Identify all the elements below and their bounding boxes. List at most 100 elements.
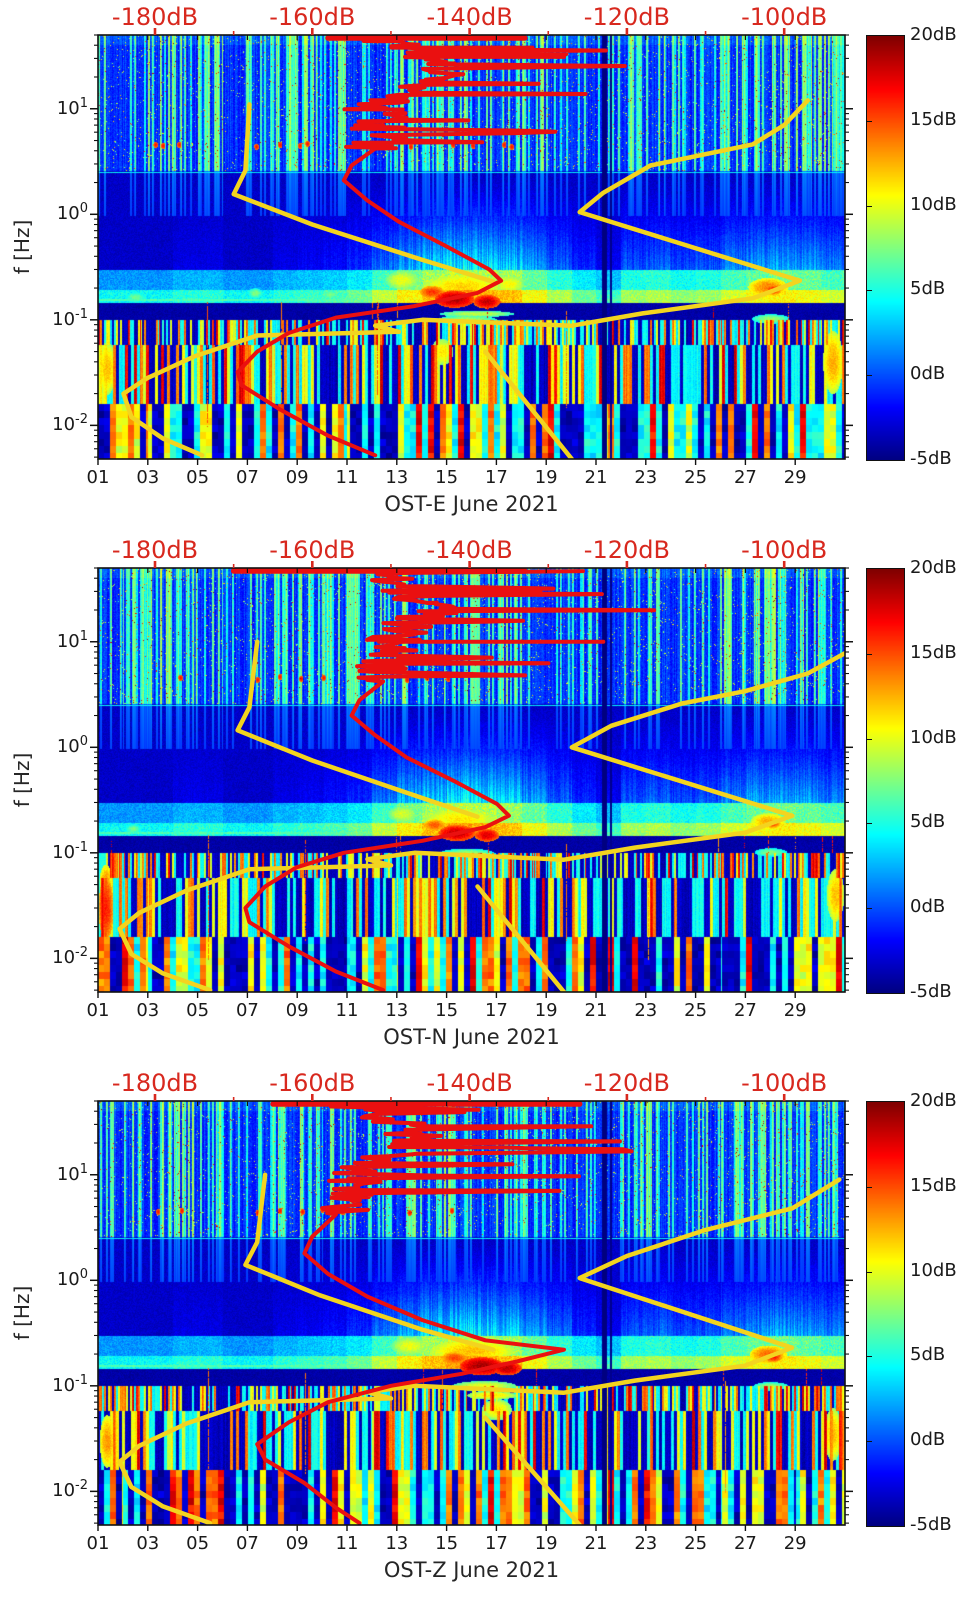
colorbar-tick-label: 15dB bbox=[910, 1174, 957, 1196]
plot-border bbox=[97, 567, 846, 993]
x-axis-tick-label: 29 bbox=[783, 1533, 807, 1554]
top-db-axis-label: -100dB bbox=[741, 1069, 828, 1097]
noise-curve-overlay bbox=[117, 568, 845, 992]
top-db-axis-label: -120dB bbox=[583, 536, 670, 564]
colorbar-tick bbox=[867, 375, 872, 376]
y-axis-tick-label: 101 bbox=[56, 1161, 88, 1185]
y-axis-label: f [Hz] bbox=[10, 219, 34, 275]
x-axis-tick-label: 01 bbox=[86, 1000, 110, 1021]
y-axis-tick-label: 10-1 bbox=[52, 306, 88, 330]
axes-frame bbox=[90, 561, 853, 998]
x-axis-tick-label: 27 bbox=[733, 467, 757, 488]
colorbar-tick-label: -5dB bbox=[910, 1514, 952, 1535]
y-axis-label: f [Hz] bbox=[10, 1285, 34, 1341]
y-axis-tick-label: 100 bbox=[56, 734, 88, 758]
yellow-psd-curve-branch bbox=[475, 884, 567, 992]
x-axis-tick-label: 29 bbox=[783, 1000, 807, 1021]
yellow-psd-curve bbox=[117, 650, 845, 992]
x-axis-tick-label: 03 bbox=[136, 1533, 160, 1554]
colorbar-tick bbox=[867, 739, 872, 740]
yellow-psd-curve-secondary bbox=[235, 639, 480, 819]
y-axis-tick-label: 10-2 bbox=[52, 1478, 88, 1502]
colorbar-tick bbox=[867, 1441, 872, 1442]
x-axis-tick-label: 13 bbox=[385, 467, 409, 488]
x-axis-tick-label: 09 bbox=[285, 467, 309, 488]
colorbar-tick-label: 0dB bbox=[910, 896, 946, 918]
red-psd-curve bbox=[235, 36, 627, 458]
y-axis-tick-label: 101 bbox=[56, 95, 88, 119]
yellow-psd-curve-branch bbox=[483, 349, 575, 459]
colorbar-gradient bbox=[867, 569, 904, 993]
panel-title-ost-z: OST-Z June 2021 bbox=[383, 1558, 560, 1582]
colorbar-tick-label: 10dB bbox=[910, 726, 957, 748]
x-axis-tick-label: 13 bbox=[385, 1533, 409, 1554]
x-axis-tick-label: 17 bbox=[484, 1533, 508, 1554]
y-axis-tick-label: 10-2 bbox=[52, 945, 88, 969]
plot-border bbox=[97, 1100, 846, 1526]
x-axis-tick-label: 09 bbox=[285, 1533, 309, 1554]
colorbar-tick-label: 5dB bbox=[910, 278, 946, 300]
x-axis-tick-label: 13 bbox=[385, 1000, 409, 1021]
x-axis-tick-label: 21 bbox=[584, 1000, 608, 1021]
y-axis-tick-label: 101 bbox=[56, 628, 88, 652]
x-axis-tick-label: 27 bbox=[733, 1533, 757, 1554]
x-axis-tick-label: 25 bbox=[684, 1000, 708, 1021]
colorbar-tick bbox=[867, 1187, 872, 1188]
x-axis-tick-label: 23 bbox=[634, 1533, 658, 1554]
colorbar bbox=[866, 1101, 905, 1527]
x-axis-tick-label: 05 bbox=[186, 467, 210, 488]
x-axis-tick-label: 19 bbox=[534, 467, 558, 488]
colorbar bbox=[866, 568, 905, 994]
colorbar-tick bbox=[867, 121, 872, 122]
y-axis-label: f [Hz] bbox=[10, 752, 34, 808]
colorbar-tick bbox=[867, 1356, 872, 1357]
top-db-axis-label: -180dB bbox=[111, 3, 199, 31]
noise-curve-overlay bbox=[117, 1101, 842, 1525]
y-axis-tick-label: 100 bbox=[56, 201, 88, 225]
colorbar-tick-label: 10dB bbox=[910, 1259, 957, 1281]
x-axis-tick-label: 03 bbox=[136, 467, 160, 488]
colorbar bbox=[866, 35, 905, 461]
colorbar-tick-label: 5dB bbox=[910, 811, 946, 833]
x-axis-tick-label: 17 bbox=[484, 467, 508, 488]
y-axis-tick-label: 10-1 bbox=[52, 839, 88, 863]
x-axis-tick-label: 01 bbox=[86, 467, 110, 488]
panel-title-ost-e: OST-E June 2021 bbox=[384, 492, 559, 516]
colorbar-tick bbox=[867, 908, 872, 909]
colorbar-tick bbox=[867, 654, 872, 655]
x-axis-tick-label: 03 bbox=[136, 1000, 160, 1021]
plot-border bbox=[97, 34, 846, 460]
x-axis-tick-label: 07 bbox=[235, 1533, 259, 1554]
panel-title-ost-n: OST-N June 2021 bbox=[383, 1025, 560, 1049]
colorbar-tick bbox=[867, 206, 872, 207]
colorbar-tick-label: 15dB bbox=[910, 108, 957, 130]
x-axis-tick-label: 23 bbox=[634, 1000, 658, 1021]
y-axis-tick-label: 10-2 bbox=[52, 412, 88, 436]
x-axis-tick-label: 15 bbox=[435, 467, 459, 488]
x-axis-tick-label: 09 bbox=[285, 1000, 309, 1021]
x-axis-tick-label: 15 bbox=[435, 1533, 459, 1554]
x-axis-tick-label: 25 bbox=[684, 467, 708, 488]
x-axis-tick-label: 27 bbox=[733, 1000, 757, 1021]
x-axis-tick-label: 11 bbox=[335, 467, 359, 488]
x-axis-tick-label: 11 bbox=[335, 1533, 359, 1554]
x-axis-tick-label: 19 bbox=[534, 1000, 558, 1021]
top-db-axis-label: -180dB bbox=[111, 1069, 199, 1097]
top-db-axis-label: -120dB bbox=[583, 3, 670, 31]
spectrogram-canvas bbox=[98, 1101, 845, 1525]
x-axis-tick-label: 17 bbox=[484, 1000, 508, 1021]
colorbar-tick-label: 20dB bbox=[910, 24, 957, 45]
x-axis-tick-label: 07 bbox=[235, 1000, 259, 1021]
colorbar-tick-label: 20dB bbox=[910, 1090, 957, 1111]
top-db-axis-label: -140dB bbox=[426, 3, 513, 31]
x-axis-tick-label: 07 bbox=[235, 467, 259, 488]
top-db-axis-label: -100dB bbox=[741, 536, 828, 564]
colorbar-tick bbox=[867, 1272, 872, 1273]
top-db-axis-label: -180dB bbox=[111, 536, 199, 564]
top-db-axis-label: -160dB bbox=[269, 3, 356, 31]
y-axis-tick-label: 10-1 bbox=[52, 1372, 88, 1396]
x-axis-tick-label: 23 bbox=[634, 467, 658, 488]
colorbar-tick bbox=[867, 290, 872, 291]
colorbar-tick-label: 0dB bbox=[910, 363, 946, 385]
